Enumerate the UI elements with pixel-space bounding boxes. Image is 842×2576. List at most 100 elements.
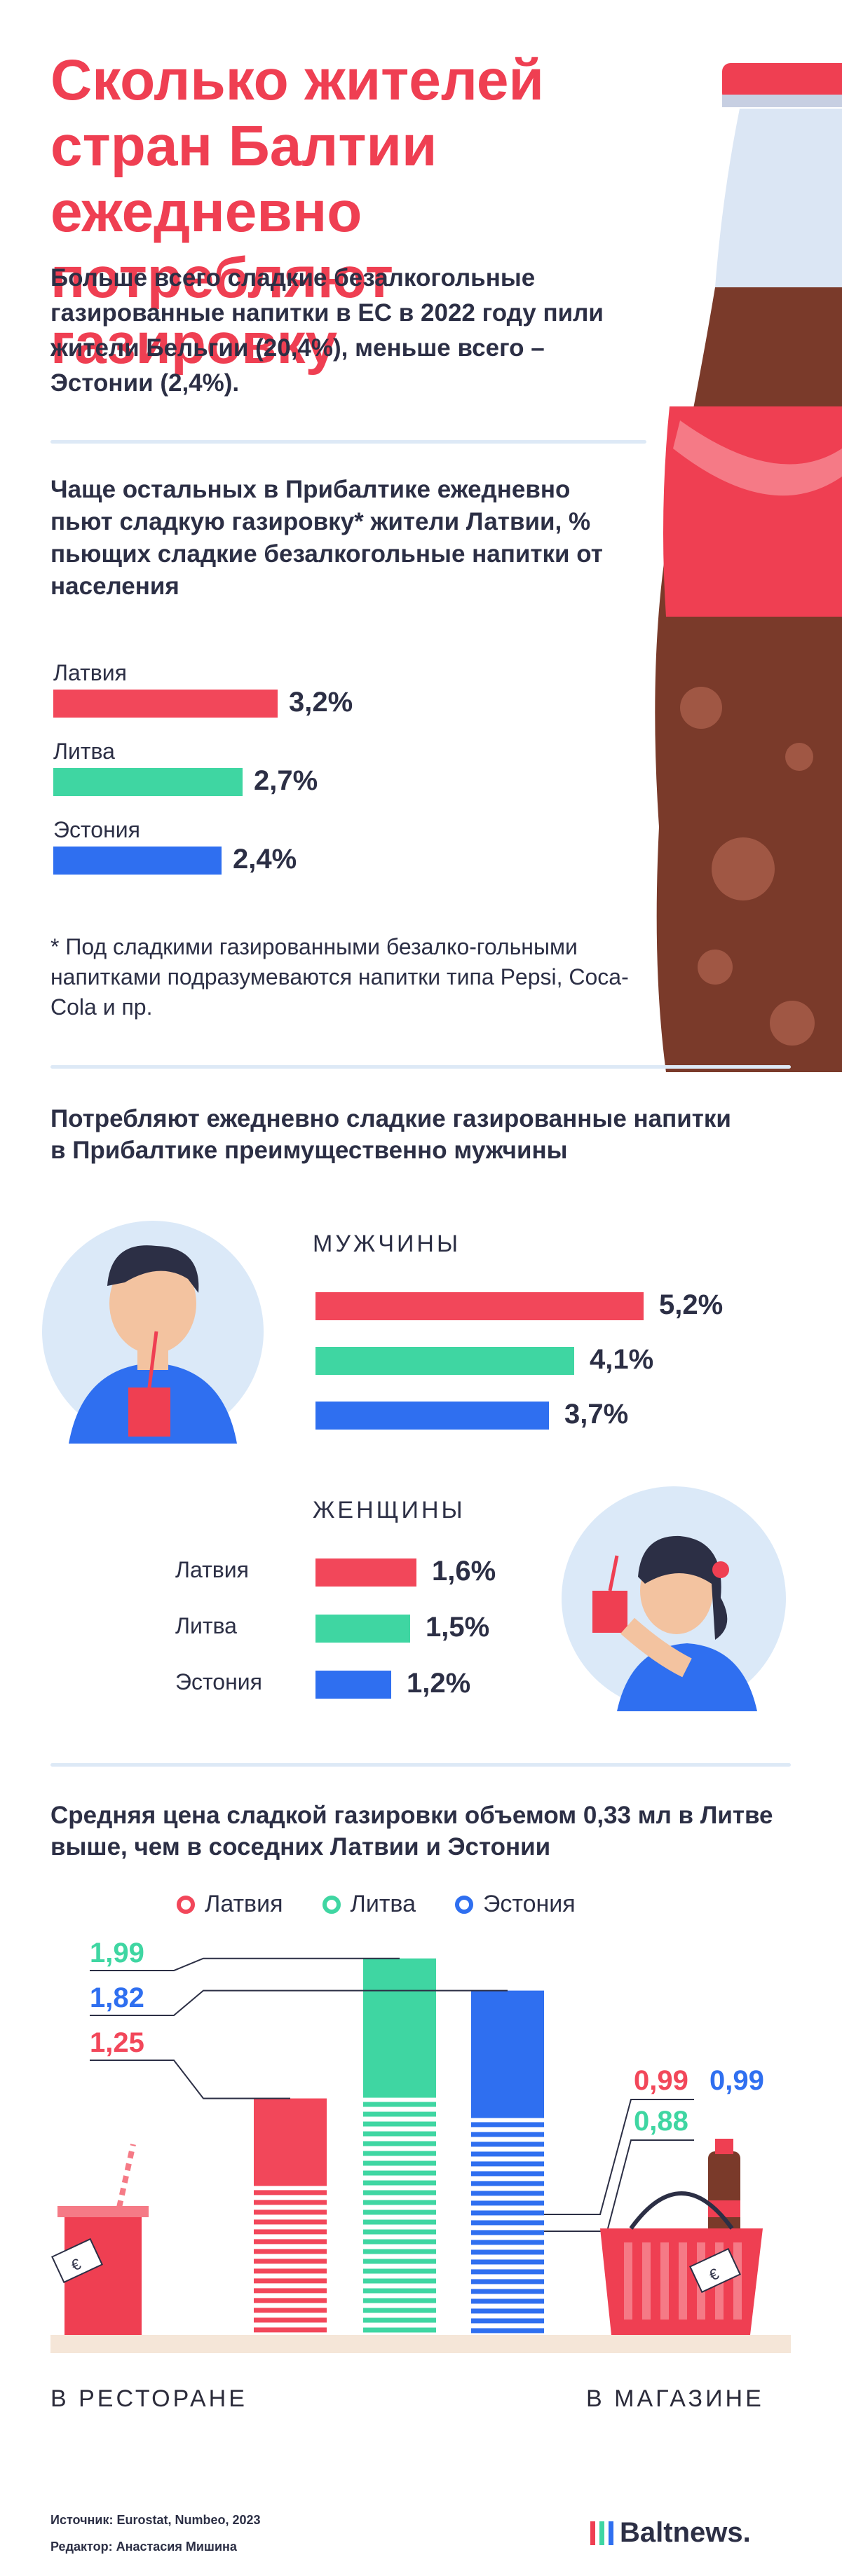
bar-stripe [254, 2268, 327, 2274]
bar-stripe [363, 2160, 436, 2166]
bar-stripe [254, 2239, 327, 2245]
bar-stripe [471, 2328, 544, 2334]
bar-stripe [254, 2249, 327, 2254]
category-label: Латвия [53, 660, 127, 685]
section1-title: Чаще остальных в Прибалтике ежедневно пь… [50, 476, 603, 600]
value-label: 2,4% [233, 844, 297, 875]
bar-stripe [471, 2259, 544, 2265]
bar-stripe [471, 2171, 544, 2177]
soda-bottle-illustration [655, 63, 842, 1072]
bar-stripe [363, 2259, 436, 2264]
logo-bars-icon [590, 2521, 613, 2545]
bar-stripe [254, 2210, 327, 2215]
divider [50, 1763, 791, 1767]
bar-stripe [363, 2151, 436, 2156]
women-bar-1 [315, 1615, 410, 1643]
price-bar-2 [471, 1990, 544, 2334]
category-shop: В МАГАЗИНЕ [586, 2385, 764, 2412]
leader-line [90, 1957, 400, 1971]
source-text: Источник: Eurostat, Numbeo, 2023 [50, 2513, 261, 2527]
bar-stripe [363, 2327, 436, 2333]
women-bar-2 [315, 1671, 391, 1699]
woman-drinking-illustration [562, 1486, 786, 1711]
bar-stripe [471, 2191, 544, 2196]
editor-text: Редактор: Анастасия Мишина [50, 2540, 237, 2554]
value-label: 4,1% [590, 1344, 654, 1375]
price-label: 1,82 [90, 1982, 144, 2013]
bar-stripe [471, 2142, 544, 2147]
category-label: Эстония [175, 1669, 262, 1694]
bar-stripe [254, 2298, 327, 2303]
bar-stripe [471, 2151, 544, 2157]
leader-line [90, 1989, 508, 2016]
bar-stripe [254, 2288, 327, 2294]
basket-handle [629, 2191, 734, 2230]
bar-stripe [471, 2200, 544, 2206]
divider [50, 1065, 791, 1069]
cup-straw [116, 2144, 136, 2208]
basket-slot [660, 2242, 669, 2320]
men-bar-2 [315, 1402, 549, 1430]
bar-stripe [363, 2298, 436, 2303]
category-label: Латвия [175, 1557, 249, 1582]
legend-latvia: Латвия [177, 1891, 283, 1918]
man-drinking-illustration [42, 1221, 264, 1444]
bar-solid [363, 1958, 436, 2098]
bar-stripe [363, 2111, 436, 2117]
bar-stripe [471, 2161, 544, 2167]
category-restaurant: В РЕСТОРАНЕ [50, 2385, 247, 2412]
intro-text: Больше всего сладкие безалкогольные гази… [50, 264, 604, 397]
bar-stripe [363, 2229, 436, 2235]
legend-lithuania: Литва [322, 1891, 416, 1918]
bar-stripe [254, 2327, 327, 2333]
bar-2 [53, 847, 222, 875]
value-label: 1,2% [407, 1668, 471, 1699]
bar-stripe [363, 2170, 436, 2176]
men-bar-1 [315, 1347, 574, 1375]
price-label: 0,99 [634, 2065, 688, 2096]
bar-stripe [471, 2318, 544, 2324]
bar-stripe [471, 2230, 544, 2235]
basket-slot [733, 2242, 742, 2320]
bar-stripe [363, 2180, 436, 2186]
value-label: 1,5% [426, 1612, 490, 1643]
bar-stripe [471, 2210, 544, 2216]
legend-estonia: Эстония [454, 1891, 576, 1918]
leader-line [90, 2060, 290, 2099]
bar-stripe [363, 2317, 436, 2323]
women-bar-0 [315, 1558, 416, 1587]
legend-label: Латвия [205, 1891, 283, 1917]
leader-line [544, 2099, 694, 2215]
section3-title: Средняя цена сладкой газировки объемом 0… [50, 1802, 773, 1861]
legend-marker [322, 1895, 341, 1914]
bar-stripe [363, 2200, 436, 2205]
brand-name: Baltnews. [620, 2517, 751, 2548]
label-women: ЖЕНЩИНЫ [313, 1497, 466, 1523]
value-label: 2,7% [254, 765, 318, 796]
price-bar-0 [254, 2098, 327, 2333]
men-bar-0 [315, 1292, 644, 1320]
basket-slot [679, 2242, 687, 2320]
price-label: 0,99 [709, 2065, 764, 2096]
value-label: 3,2% [289, 687, 353, 718]
bar-stripe [363, 2102, 436, 2107]
bar-0 [53, 690, 278, 718]
value-label: 5,2% [659, 1289, 724, 1320]
bar-stripe [471, 2298, 544, 2304]
price-label: 1,25 [90, 2027, 144, 2058]
bar-solid [254, 2098, 327, 2186]
category-label: Эстония [53, 817, 140, 842]
bar-stripe [363, 2141, 436, 2146]
bar-stripe [254, 2317, 327, 2323]
price-label: 1,99 [90, 1938, 144, 1968]
bar-stripe [254, 2229, 327, 2235]
bar-stripe [254, 2278, 327, 2284]
price-bar-1 [363, 1958, 436, 2333]
bar-stripe [471, 2122, 544, 2128]
page-title: Сколько жителей стран Балтии ежедневно п… [50, 48, 544, 376]
bar-stripe [363, 2131, 436, 2137]
basket-slot [642, 2242, 651, 2320]
legend-marker [454, 1895, 473, 1914]
price-label: 0,88 [634, 2106, 688, 2137]
bar-stripe [363, 2210, 436, 2215]
